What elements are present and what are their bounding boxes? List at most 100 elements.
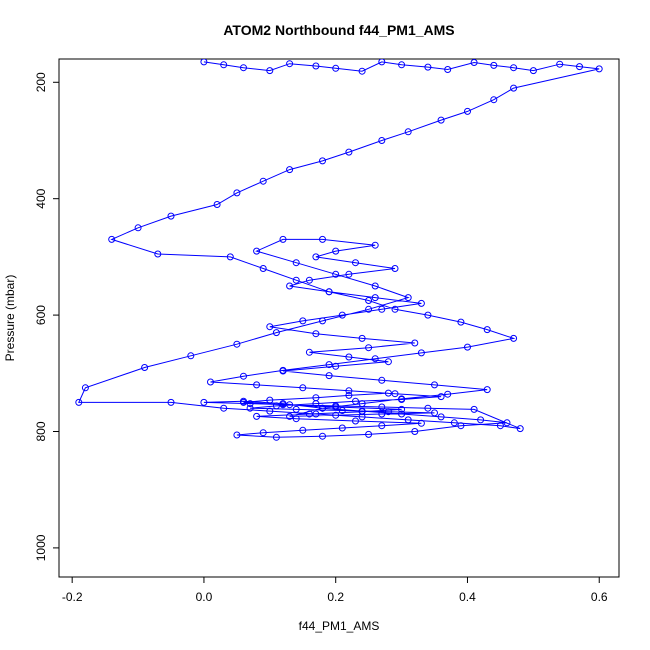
- data-point: [470, 59, 478, 66]
- data-point: [272, 329, 280, 337]
- data-point: [404, 128, 412, 136]
- data-point: [299, 317, 307, 325]
- data-point: [253, 247, 261, 255]
- data-point: [286, 412, 294, 420]
- data-point: [365, 344, 373, 352]
- data-point: [378, 59, 386, 66]
- data-point: [266, 67, 274, 75]
- data-point: [345, 387, 353, 395]
- data-point: [312, 253, 320, 261]
- data-point: [286, 166, 294, 174]
- data-point: [233, 340, 241, 348]
- chart-title: ATOM2 Northbound f44_PM1_AMS: [223, 22, 454, 38]
- data-point: [444, 390, 452, 398]
- data-point: [81, 384, 89, 392]
- data-point: [345, 353, 353, 361]
- data-layer: [75, 59, 603, 441]
- y-tick-label: 200: [34, 72, 48, 92]
- y-axis: 200 400 600 800 1000: [34, 72, 59, 561]
- data-point: [365, 430, 373, 438]
- data-point: [299, 426, 307, 434]
- data-point: [325, 372, 333, 380]
- data-point: [404, 294, 412, 302]
- data-point: [266, 396, 274, 404]
- data-point: [384, 358, 392, 366]
- data-point: [352, 417, 359, 425]
- data-point: [319, 432, 326, 440]
- data-point: [312, 330, 320, 338]
- data-point: [167, 212, 175, 220]
- data-point: [207, 378, 214, 386]
- x-tick-label: 0.4: [459, 590, 476, 604]
- data-point: [365, 305, 373, 313]
- data-point: [417, 349, 425, 357]
- data-point: [529, 67, 537, 75]
- data-point: [352, 259, 359, 267]
- data-point: [233, 189, 241, 197]
- data-point: [371, 294, 379, 302]
- x-tick-label: -0.2: [62, 590, 83, 604]
- data-point: [431, 381, 438, 389]
- data-point: [404, 416, 412, 424]
- data-point: [259, 177, 267, 185]
- data-point: [391, 305, 399, 313]
- data-point: [279, 235, 287, 243]
- data-point: [417, 299, 425, 307]
- data-point: [398, 410, 406, 418]
- data-point: [378, 410, 386, 418]
- data-point: [411, 428, 419, 435]
- data-point: [490, 96, 498, 104]
- data-point: [378, 137, 386, 144]
- data-point: [292, 405, 300, 413]
- data-point: [391, 390, 399, 398]
- data-point: [319, 317, 326, 325]
- data-point: [457, 318, 465, 326]
- data-point: [424, 63, 432, 71]
- data-point: [477, 416, 485, 424]
- data-point: [437, 116, 445, 124]
- data-point: [286, 401, 294, 409]
- data-point: [437, 393, 445, 401]
- data-point: [167, 398, 175, 406]
- data-point: [464, 107, 471, 115]
- data-point: [345, 270, 353, 278]
- data-point: [352, 397, 359, 405]
- data-point: [384, 389, 392, 397]
- x-tick-label: 0.2: [327, 590, 344, 604]
- data-point: [345, 391, 353, 399]
- data-point: [417, 419, 425, 427]
- data-point: [272, 402, 280, 410]
- data-point: [332, 64, 340, 72]
- data-point: [305, 348, 313, 356]
- data-point: [358, 400, 366, 408]
- data-point: [325, 361, 333, 369]
- x-tick-label: 0.6: [591, 590, 608, 604]
- data-point: [391, 265, 399, 272]
- data-point: [154, 250, 162, 258]
- y-tick-label: 600: [34, 305, 48, 325]
- y-axis-label: Pressure (mbar): [3, 275, 17, 362]
- data-point: [187, 352, 195, 360]
- data-point: [358, 334, 366, 342]
- data-point: [338, 424, 346, 432]
- data-point: [510, 64, 518, 72]
- data-point: [240, 372, 247, 380]
- data-point: [226, 253, 234, 261]
- data-point: [503, 419, 511, 427]
- data-point: [332, 247, 340, 255]
- data-point: [464, 343, 471, 351]
- x-axis: -0.2 0.0 0.2 0.4 0.6: [62, 577, 608, 604]
- data-point: [371, 241, 379, 249]
- data-point: [266, 323, 274, 331]
- data-point: [233, 431, 241, 439]
- data-point: [595, 65, 603, 73]
- data-point: [483, 326, 491, 334]
- data-point: [141, 364, 149, 371]
- data-point: [338, 311, 346, 319]
- data-point: [259, 265, 267, 272]
- data-point: [378, 422, 386, 430]
- data-point: [75, 398, 83, 406]
- data-point: [332, 411, 340, 419]
- data-point: [286, 60, 294, 68]
- data-point: [213, 201, 221, 208]
